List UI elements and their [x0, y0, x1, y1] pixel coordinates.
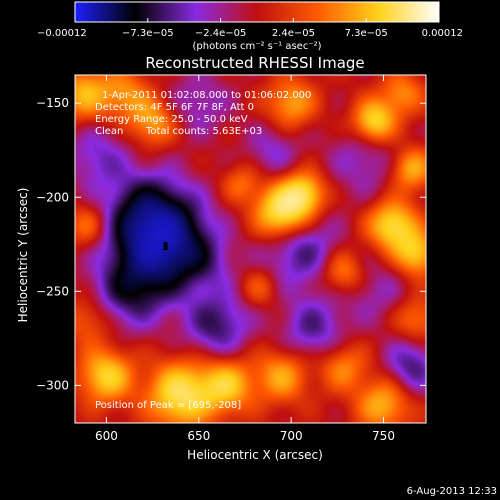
x-axis-tick-label: 600 [95, 429, 118, 443]
colorbar-tick-label: 2.4e−05 [272, 28, 315, 39]
timestamp: 6-Aug-2013 12:33 [407, 486, 497, 497]
x-axis-tick-label: 650 [187, 429, 210, 443]
y-axis-ticks [75, 102, 426, 386]
x-axis-label: Heliocentric X (arcsec) [187, 448, 323, 462]
heatmap-image [75, 75, 426, 423]
minimum-marker [163, 242, 168, 251]
annotation-detectors: Detectors: 4F 5F 6F 7F 8F, Att 0 [95, 102, 254, 113]
x-axis-tick-label: 700 [280, 429, 303, 443]
x-axis-tick-labels: 600 650 700 750 [95, 429, 395, 443]
colorbar-unit-label: (photons cm⁻² s⁻¹ asec⁻²) [192, 41, 321, 52]
colorbar-tick-labels: −0.00012 −7.3e−05 −2.4e−05 2.4e−05 7.3e−05 0.… [37, 28, 463, 39]
colorbar-tick-label: −7.3e−05 [122, 28, 174, 39]
y-axis-label: Heliocentric Y (arcsec) [16, 188, 30, 323]
x-axis-tick-label: 750 [372, 429, 395, 443]
annotation-energy-range: Energy Range: 25.0 - 50.0 keV [95, 114, 248, 125]
y-axis-tick-label: −150 [36, 96, 69, 110]
annotation-peak-position: Position of Peak = [695,-208] [95, 400, 241, 411]
plot-frame [74, 74, 427, 424]
y-axis-tick-label: −250 [36, 284, 69, 298]
colorbar-tick-label: −0.00012 [37, 28, 87, 39]
colorbar-tick-label: 7.3e−05 [345, 28, 388, 39]
x-axis-ticks [105, 75, 385, 423]
colorbar [74, 1, 440, 23]
chart-title: Reconstructed RHESSI Image [145, 54, 364, 72]
colorbar-tick-label: −2.4e−05 [195, 28, 247, 39]
colorbar-ticks [74, 18, 440, 22]
annotation-total-counts: Total counts: 5.63E+03 [145, 126, 262, 137]
y-axis-tick-label: −300 [36, 378, 69, 392]
y-axis-tick-label: −200 [36, 190, 69, 204]
annotation-method: Clean [95, 126, 123, 137]
colorbar-tick-label: 0.00012 [422, 28, 463, 39]
annotation-time-range: 1-Apr-2011 01:02:08.000 to 01:06:02.000 [102, 90, 311, 101]
y-axis-tick-labels: −300 −250 −200 −150 [36, 96, 69, 392]
